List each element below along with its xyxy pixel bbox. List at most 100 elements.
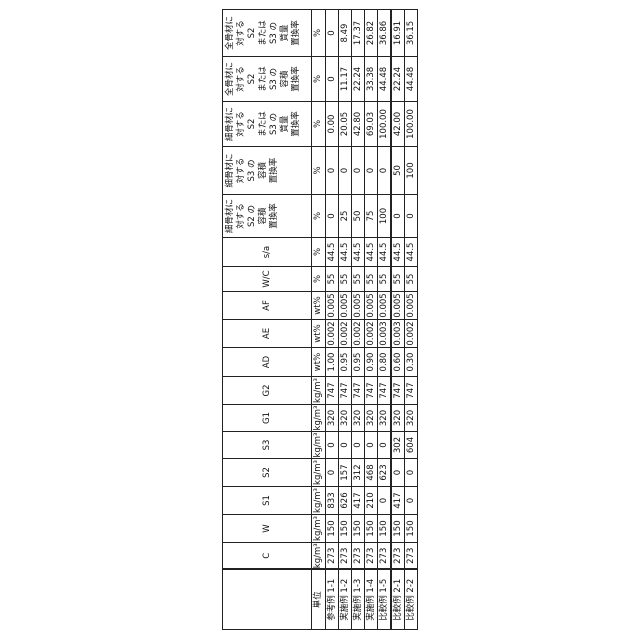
unit-cell-r4: % [312,57,326,102]
header-line: 置換率 [269,195,280,237]
header-line: 対する [236,147,247,194]
cell-C: 273 [405,543,418,570]
cell-S1: 0 [378,487,392,515]
cell-AD: 1.00 [326,348,339,377]
cell-S3: 604 [405,432,418,459]
cell-r1: 0 [405,195,418,238]
cell-C: 273 [365,543,378,570]
header-line: AE [262,320,273,347]
cell-S3: 0 [326,432,339,459]
cell-sa: 44.5 [405,238,418,267]
header-line: 全骨材に [225,57,236,101]
cell-AD: 0.95 [352,348,365,377]
cell-W: 150 [326,515,339,543]
cell-S3: 0 [365,432,378,459]
header-line: S3 の [269,102,280,146]
cell-r5: 36.86 [378,10,392,57]
row-label: 実施例 1-4 [365,570,378,630]
cell-AF: 0.005 [326,292,339,320]
cell-W: 150 [339,515,352,543]
cell-S1: 833 [326,487,339,515]
header-line: 対する [236,57,247,101]
cell-S1: 0 [405,487,418,515]
cell-WC: 55 [378,267,392,292]
rotated-table-container: CWS1S2S3G1G2ADAEAFW/Cs/a細骨材に対するS2 の容積置換率… [222,10,418,630]
cell-C: 273 [352,543,365,570]
table-row: 比較例 1-5273150062303207470.800.0030.00555… [378,10,392,630]
cell-r1: 0 [391,195,405,238]
unit-row: 単位kg/m³kg/m³kg/m³kg/m³kg/m³kg/m³kg/m³wt%… [312,10,326,630]
cell-G1: 320 [391,405,405,432]
cell-WC: 55 [326,267,339,292]
column-header-S3: S3 [223,432,312,459]
cell-G2: 747 [365,377,378,405]
cell-G2: 747 [391,377,405,405]
header-line: または [258,102,269,146]
cell-r3: 100.00 [405,102,418,147]
cell-C: 273 [339,543,352,570]
cell-C: 273 [326,543,339,570]
cell-G1: 320 [352,405,365,432]
row-label: 実施例 1-2 [339,570,352,630]
cell-sa: 44.5 [378,238,392,267]
cell-S3: 0 [378,432,392,459]
column-header-r1: 細骨材に対するS2 の容積置換率 [223,195,312,238]
cell-r4: 22.24 [352,57,365,102]
header-line: G1 [262,405,273,431]
cell-r4: 33.38 [365,57,378,102]
header-line: G2 [262,377,273,404]
cell-AE: 0.002 [326,320,339,348]
row-label: 比較例 2-1 [391,570,405,630]
cell-sa: 44.5 [326,238,339,267]
cell-AD: 0.30 [405,348,418,377]
unit-cell-WC: % [312,267,326,292]
unit-cell-G2: kg/m³ [312,377,326,405]
header-line: 細骨材に [225,147,236,194]
cell-S2: 0 [405,459,418,487]
unit-cell-r3: % [312,102,326,147]
cell-AD: 0.90 [365,348,378,377]
cell-G2: 747 [405,377,418,405]
column-header-W: W [223,515,312,543]
cell-W: 150 [405,515,418,543]
cell-AE: 0.002 [352,320,365,348]
cell-S2: 0 [326,459,339,487]
cell-G2: 747 [326,377,339,405]
header-line: 置換率 [269,147,280,194]
header-line: 質量 [280,10,291,56]
cell-WC: 55 [365,267,378,292]
header-line: 細骨材に [225,195,236,237]
header-line: 容積 [258,147,269,194]
header-line: S2 の [247,195,258,237]
table-row: 実施例 1-227315062615703207470.950.0020.005… [339,10,352,630]
cell-r4: 11.17 [339,57,352,102]
header-line: C [262,543,273,569]
column-header-C: C [223,543,312,570]
cell-r3: 69.03 [365,102,378,147]
cell-G2: 747 [339,377,352,405]
cell-r5: 8.49 [339,10,352,57]
column-header-G2: G2 [223,377,312,405]
unit-cell-S3: kg/m³ [312,432,326,459]
cell-AE: 0.003 [378,320,392,348]
cell-G1: 320 [339,405,352,432]
cell-AD: 0.60 [391,348,405,377]
cell-r2: 0 [365,147,378,195]
cell-r1: 25 [339,195,352,238]
unit-cell-r2: % [312,147,326,195]
cell-AF: 0.005 [378,292,392,320]
column-header-AE: AE [223,320,312,348]
cell-sa: 44.5 [365,238,378,267]
header-line: 全骨材に [225,10,236,56]
header-line: 質量 [280,102,291,146]
table-row: 参考例 1-1273150833003207471.000.0020.00555… [326,10,339,630]
cell-r4: 22.24 [391,57,405,102]
column-header-AD: AD [223,348,312,377]
unit-cell-AE: wt% [312,320,326,348]
cell-S1: 417 [391,487,405,515]
cell-S3: 0 [352,432,365,459]
column-header-G1: G1 [223,405,312,432]
cell-G2: 747 [352,377,365,405]
cell-r5: 26.82 [365,10,378,57]
cell-r2: 0 [378,147,392,195]
